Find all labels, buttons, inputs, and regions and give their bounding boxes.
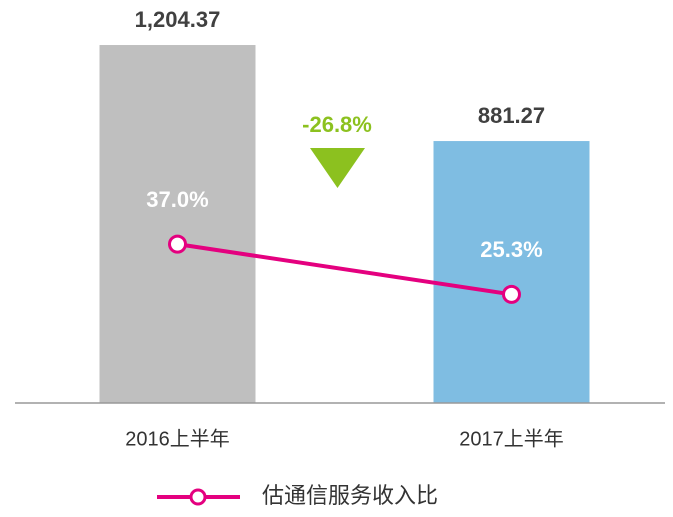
line-series xyxy=(177,242,512,297)
down-triangle xyxy=(310,148,365,188)
legend-label: 估通信服务收入比 xyxy=(262,483,438,508)
bar xyxy=(433,141,590,403)
annotation: -26.8% xyxy=(302,112,372,137)
bar xyxy=(99,45,256,404)
x-tick-label: 2016上半年 xyxy=(125,427,230,450)
bar-value-label: 881.27 xyxy=(478,103,545,128)
line-marker xyxy=(502,284,521,304)
line-value-label: 37.0% xyxy=(146,187,208,212)
line-marker xyxy=(168,234,187,254)
legend-marker xyxy=(189,488,207,506)
line-value-label: 25.3% xyxy=(480,237,542,262)
x-tick-label: 2017上半年 xyxy=(459,427,564,450)
bar-value-label: 1,204.37 xyxy=(135,7,221,32)
